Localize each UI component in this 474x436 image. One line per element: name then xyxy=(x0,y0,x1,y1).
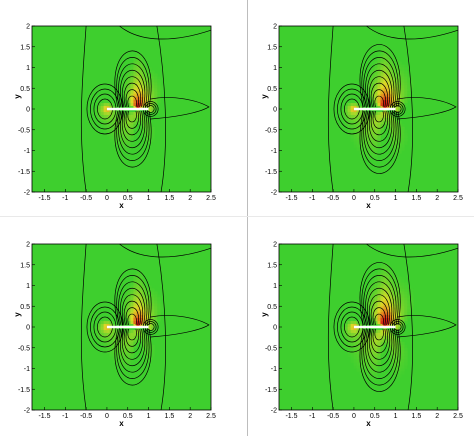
contour-plot-bottom-right: -1.5 -1 -0.5 0 0.5 1 1.5 2 2.5 2 1.5 1 0.5 0 -0.5 -1 -1.… xyxy=(260,242,463,429)
y-tick-label: 0.5 xyxy=(20,304,30,311)
y-tick-label: -2 xyxy=(271,190,277,197)
airfoil xyxy=(106,325,149,329)
y-tick-label: -2 xyxy=(271,408,277,415)
y-tick-label: -0.5 xyxy=(265,345,277,352)
x-tick-label: 0 xyxy=(105,195,109,202)
y-tick-label: 2 xyxy=(26,24,30,31)
x-tick-label: 0 xyxy=(352,413,356,420)
y-tick-label: 2 xyxy=(273,242,277,249)
x-tick-label: 2.5 xyxy=(206,195,216,202)
x-tick-label: 2 xyxy=(188,413,192,420)
x-tick-label: 2.5 xyxy=(453,413,463,420)
x-tick-label: -1 xyxy=(62,413,68,420)
y-tick-label: 1.5 xyxy=(267,44,277,51)
x-tick-label: 0 xyxy=(352,195,356,202)
x-tick-label: -0.5 xyxy=(327,195,339,202)
x-tick-label: 0.5 xyxy=(123,413,133,420)
y-tick-label: -1.5 xyxy=(265,169,277,176)
x-tick-label: -1.5 xyxy=(38,195,50,202)
axis-ticks: -1.5 -1 -0.5 0 0.5 1 1.5 2 2.5 2 1.5 1 0.5 0 -0.5 -1 -1.… xyxy=(265,242,463,421)
horizontal-divider xyxy=(0,216,474,217)
y-tick-label: -1.5 xyxy=(18,169,30,176)
y-tick-label: -1.5 xyxy=(18,387,30,394)
y-tick-label: -1 xyxy=(24,148,30,155)
y-tick-label: 1 xyxy=(26,283,30,290)
y-tick-label: 1.5 xyxy=(20,262,30,269)
contour-lines xyxy=(80,25,212,193)
contour-lines xyxy=(80,243,212,411)
y-tick-label: -2 xyxy=(24,190,30,197)
x-tick-label: 1 xyxy=(147,413,151,420)
axis-ticks: -1.5 -1 -0.5 0 0.5 1 1.5 2 2.5 2 1.5 1 0.5 0 -0.5 -1 -1.… xyxy=(18,242,216,421)
y-tick-label: 1 xyxy=(273,283,277,290)
x-tick-label: 0.5 xyxy=(370,195,380,202)
axis-ticks: -1.5 -1 -0.5 0 0.5 1 1.5 2 2.5 2 1.5 1 0.5 0 -0.5 -1 -1.… xyxy=(18,24,216,203)
x-tick-label: 2 xyxy=(435,195,439,202)
x-tick-label: -1.5 xyxy=(285,195,297,202)
x-axis-label: x xyxy=(119,419,124,428)
y-tick-label: 1.5 xyxy=(20,44,30,51)
x-tick-label: 1 xyxy=(147,195,151,202)
x-tick-label: 1.5 xyxy=(412,413,422,420)
x-axis-label: x xyxy=(366,419,371,428)
x-tick-label: -1.5 xyxy=(285,413,297,420)
y-tick-label: 0 xyxy=(273,107,277,114)
y-tick-label: -0.5 xyxy=(265,127,277,134)
x-tick-label: 2 xyxy=(435,413,439,420)
y-tick-label: 0.5 xyxy=(267,86,277,93)
x-tick-label: -0.5 xyxy=(80,413,92,420)
x-tick-label: 1.5 xyxy=(165,413,175,420)
contour-plot-top-right: -1.5 -1 -0.5 0 0.5 1 1.5 2 2.5 2 1.5 1 0.5 0 -0.5 -1 -1.… xyxy=(260,24,463,211)
x-tick-label: 2.5 xyxy=(206,413,216,420)
x-tick-label: -1.5 xyxy=(38,413,50,420)
y-tick-label: -1 xyxy=(271,148,277,155)
airfoil xyxy=(353,325,396,329)
y-tick-label: 0 xyxy=(26,107,30,114)
x-tick-label: 2 xyxy=(188,195,192,202)
x-tick-label: -1 xyxy=(62,195,68,202)
y-tick-label: -1 xyxy=(271,366,277,373)
y-tick-label: 1.5 xyxy=(267,262,277,269)
y-tick-label: 0 xyxy=(273,325,277,332)
x-tick-label: -1 xyxy=(309,195,315,202)
x-axis-label: x xyxy=(366,201,371,210)
y-axis-label: y xyxy=(260,312,269,317)
axis-ticks: -1.5 -1 -0.5 0 0.5 1 1.5 2 2.5 2 1.5 1 0.5 0 -0.5 -1 -1.… xyxy=(265,24,463,203)
airfoil xyxy=(106,107,149,111)
x-tick-label: 0.5 xyxy=(123,195,133,202)
y-tick-label: 1 xyxy=(273,65,277,72)
y-tick-label: 0 xyxy=(26,325,30,332)
y-axis-label: y xyxy=(13,94,22,99)
x-tick-label: 0.5 xyxy=(370,413,380,420)
x-tick-label: -0.5 xyxy=(80,195,92,202)
x-tick-label: -1 xyxy=(309,413,315,420)
y-tick-label: -0.5 xyxy=(18,127,30,134)
y-tick-label: -1.5 xyxy=(265,387,277,394)
x-tick-label: -0.5 xyxy=(327,413,339,420)
y-tick-label: 2 xyxy=(26,242,30,249)
y-tick-label: -0.5 xyxy=(18,345,30,352)
x-tick-label: 0 xyxy=(105,413,109,420)
y-axis-label: y xyxy=(13,312,22,317)
x-tick-label: 1 xyxy=(394,195,398,202)
y-tick-label: 2 xyxy=(273,24,277,31)
x-tick-label: 1.5 xyxy=(165,195,175,202)
y-tick-label: 1 xyxy=(26,65,30,72)
airfoil xyxy=(353,107,396,111)
x-tick-label: 1 xyxy=(394,413,398,420)
x-tick-label: 1.5 xyxy=(412,195,422,202)
x-axis-label: x xyxy=(119,201,124,210)
contour-plot-top-left: -1.5 -1 -0.5 0 0.5 1 1.5 2 2.5 2 1.5 1 0.5 0 -0.5 -1 -1.… xyxy=(13,24,216,211)
y-tick-label: -1 xyxy=(24,366,30,373)
y-tick-label: -2 xyxy=(24,408,30,415)
contour-plot-bottom-left: -1.5 -1 -0.5 0 0.5 1 1.5 2 2.5 2 1.5 1 0.5 0 -0.5 -1 -1.… xyxy=(13,242,216,429)
y-tick-label: 0.5 xyxy=(20,86,30,93)
contour-lines xyxy=(327,25,459,193)
y-axis-label: y xyxy=(260,94,269,99)
y-tick-label: 0.5 xyxy=(267,304,277,311)
vertical-divider xyxy=(247,0,248,436)
x-tick-label: 2.5 xyxy=(453,195,463,202)
